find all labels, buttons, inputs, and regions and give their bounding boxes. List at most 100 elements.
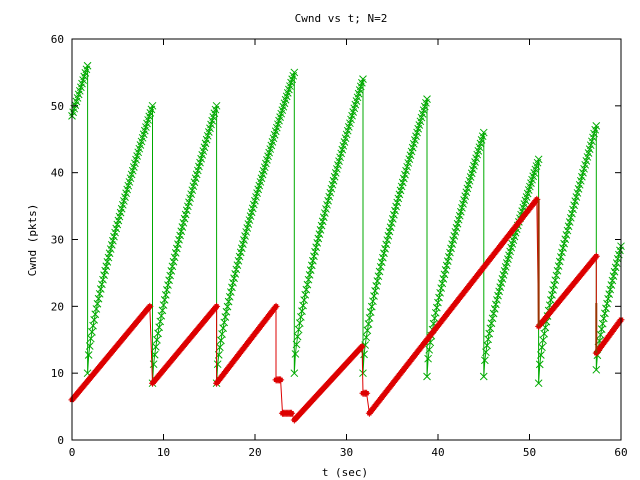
data-point: [99, 275, 107, 284]
data-point: [608, 276, 617, 285]
data-point: [307, 261, 316, 270]
data-point: [479, 372, 488, 381]
data-point: [303, 280, 312, 289]
data-point: [290, 369, 299, 378]
data-point: [370, 292, 378, 300]
data-point: [488, 314, 497, 323]
data-point: [232, 265, 241, 274]
data-point: [363, 326, 372, 335]
data-point: [378, 253, 387, 262]
data-point: [315, 230, 324, 239]
y-axis-label: Cwnd (pkts): [26, 204, 39, 277]
data-point: [562, 231, 571, 239]
data-point-fill: [273, 304, 279, 309]
data-point: [313, 239, 322, 247]
data-point: [84, 351, 93, 359]
data-point: [151, 343, 160, 351]
data-point: [294, 325, 303, 334]
data-point: [153, 336, 161, 344]
data-point: [551, 276, 560, 285]
data-point: [172, 244, 181, 253]
data-point: [561, 235, 570, 244]
data-point: [231, 269, 240, 278]
data-point: [164, 281, 172, 289]
data-point: [383, 236, 392, 244]
data-point: [534, 379, 543, 388]
x-tick-label: 0: [69, 446, 76, 459]
data-point: [170, 253, 179, 262]
data-point: [314, 234, 323, 243]
data-point: [98, 280, 106, 289]
data-point: [538, 343, 546, 352]
data-point: [167, 267, 176, 275]
data-point: [96, 285, 105, 293]
data-point: [233, 261, 242, 269]
data-point: [425, 345, 434, 354]
data-point: [216, 343, 224, 352]
data-point: [85, 342, 94, 350]
data-point-fill: [364, 391, 369, 396]
data-point: [372, 282, 381, 290]
data-point-fill: [594, 254, 599, 259]
data-point: [217, 336, 225, 345]
data-point: [480, 356, 489, 365]
x-tick-label: 30: [340, 446, 353, 459]
data-point: [174, 240, 182, 248]
data-point: [554, 262, 563, 270]
data-point: [423, 372, 431, 381]
data-point: [441, 266, 450, 274]
data-point: [534, 155, 543, 164]
data-point: [424, 354, 432, 363]
data-point: [224, 297, 233, 306]
data-point: [290, 68, 299, 77]
data-point: [438, 279, 447, 288]
data-point: [371, 287, 379, 295]
data-point: [150, 350, 159, 359]
data-point: [381, 244, 389, 253]
data-point: [154, 329, 162, 338]
data-point: [304, 275, 313, 284]
data-point: [553, 266, 562, 275]
data-point: [592, 365, 601, 374]
data-point: [87, 334, 95, 343]
y-tick-label: 50: [51, 100, 64, 113]
data-point: [161, 291, 170, 299]
data-point: [537, 351, 545, 359]
data-point: [556, 253, 565, 261]
data-point: [375, 267, 384, 276]
data-point: [169, 257, 178, 266]
data-point: [609, 272, 618, 280]
data-point: [309, 256, 317, 265]
data-point: [166, 271, 175, 280]
data-point-fill: [147, 304, 152, 309]
data-point: [437, 284, 446, 292]
x-axis-label: t (sec): [322, 466, 368, 479]
y-tick-label: 30: [51, 234, 64, 247]
data-point: [592, 122, 601, 130]
data-point: [439, 274, 448, 283]
data-point: [95, 289, 104, 298]
data-point: [102, 262, 111, 271]
y-tick-label: 10: [51, 367, 64, 380]
data-point: [380, 249, 388, 258]
data-point: [423, 95, 431, 104]
data-point: [440, 270, 449, 279]
data-point: [382, 240, 391, 249]
data-point: [535, 360, 544, 369]
data-point-fill: [214, 304, 219, 309]
data-point: [226, 288, 235, 296]
data-point: [482, 348, 490, 357]
data-point: [373, 277, 382, 285]
data-point-fill: [278, 377, 283, 383]
data-point: [602, 304, 610, 313]
data-point: [223, 302, 232, 311]
data-point: [171, 249, 180, 257]
data-point: [432, 303, 441, 312]
data-point: [603, 299, 611, 308]
data-point: [364, 320, 373, 328]
data-point: [93, 299, 102, 308]
y-tick-label: 60: [51, 33, 64, 46]
plot-area: [68, 61, 625, 424]
data-point: [212, 101, 221, 110]
data-point: [550, 281, 559, 289]
